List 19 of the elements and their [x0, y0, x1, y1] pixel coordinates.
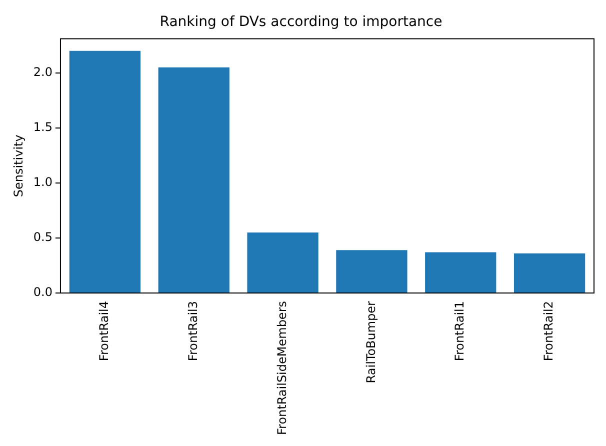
x-tick-label: RailToBumper: [364, 300, 378, 384]
y-tick-label: 0.5: [33, 230, 52, 244]
bar: [69, 50, 141, 292]
x-tick-label: FrontRailSideMembers: [274, 300, 289, 436]
x-tick-label: FrontRail3: [186, 300, 200, 362]
y-axis-title: Sensitivity: [11, 134, 26, 198]
y-tick-label: 1.5: [33, 120, 52, 134]
chart-title: Ranking of DVs according to importance: [160, 14, 442, 30]
y-tick-label: 2.0: [33, 65, 52, 80]
bar: [247, 232, 318, 292]
y-tick-label: 1.0: [33, 175, 52, 190]
bar: [158, 67, 230, 292]
x-tick-label: FrontRail1: [452, 300, 467, 362]
x-tick-label: FrontRail4: [97, 300, 112, 362]
y-tick-label: 0.0: [33, 285, 52, 300]
bar: [425, 252, 496, 292]
bar: [336, 250, 408, 292]
bar: [514, 253, 586, 292]
x-tick-label: FrontRail2: [542, 300, 556, 362]
